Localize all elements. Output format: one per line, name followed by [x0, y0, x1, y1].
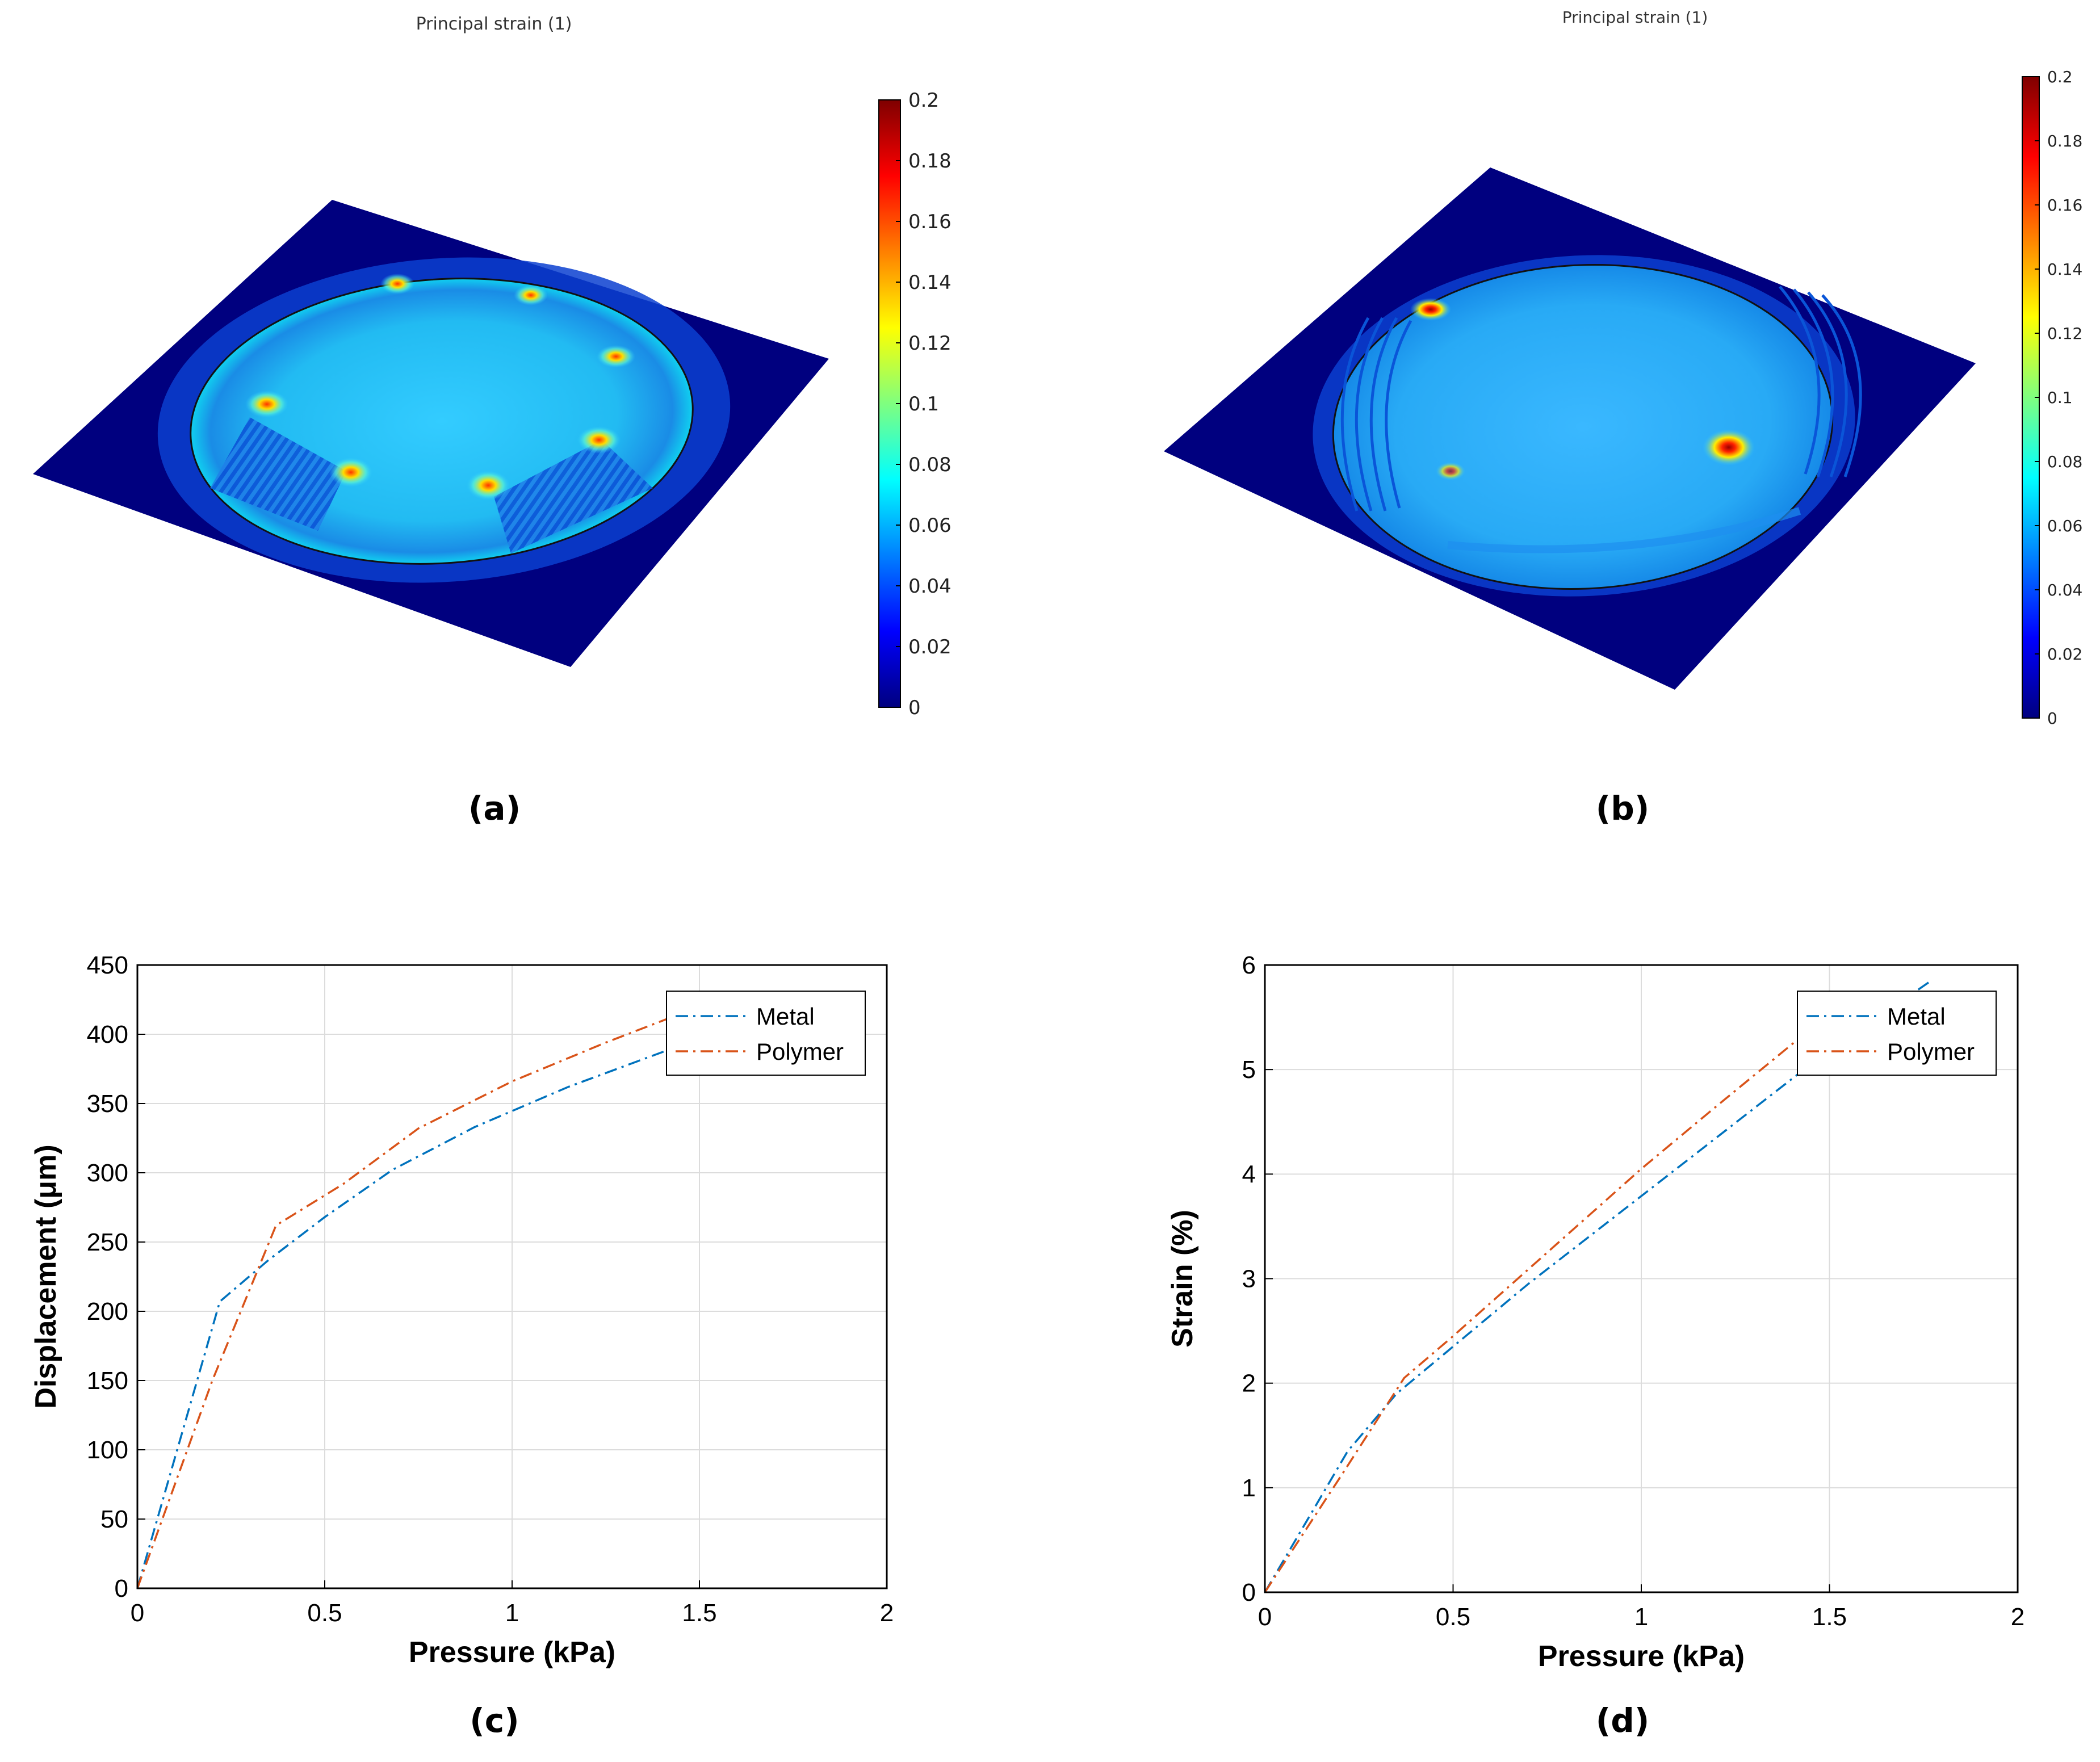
legend-label-polymer: Polymer [756, 1038, 844, 1065]
strain-hotspot-a-2 [329, 458, 372, 487]
colorbar-ticks-a: 0.2 0.18 0.16 0.14 0.12 0.1 0.08 0.06 0.04 0.02 0 [896, 89, 952, 719]
strain-hotspot-b-1 [1410, 298, 1451, 321]
y-tick-label: 300 [87, 1159, 128, 1187]
x-tick-label: 0 [131, 1599, 144, 1627]
panel-c: 0 0.5 1 1.5 2 0 50 100 150 200 250 300 350 400 450 Pres… [0, 908, 988, 1759]
caption-b: (b) [1595, 789, 1650, 828]
wrinkle-zone-a-left [210, 417, 346, 531]
y-tick-label: 2 [1242, 1370, 1256, 1398]
y-tick-label: 200 [87, 1298, 128, 1325]
y-tick-label: 1 [1242, 1474, 1256, 1502]
line-chart-displacement: 0 0.5 1 1.5 2 0 50 100 150 200 250 300 350 400 450 Pres… [30, 951, 894, 1669]
x-tick-label: 1 [1634, 1603, 1648, 1631]
fea-plot-b: Principal strain (1) 0.2 0.18 0.16 0.14 0.12… [1164, 8, 2082, 728]
x-tick-label: 1.5 [1812, 1603, 1847, 1631]
panel-a: Principal strain (1) 0.2 0.18 0.16 0.14 0.12… [0, 0, 988, 829]
lower-band-b [1447, 507, 1801, 553]
panel-b: Principal strain (1) 0.2 0.18 0.16 0.14 0.12… [1130, 0, 2100, 829]
y-tick-label: 50 [100, 1505, 128, 1533]
y-tick-label: 250 [87, 1228, 128, 1256]
fea-title-b: Principal strain (1) [1562, 8, 1708, 27]
series-line-metal [1264, 980, 1932, 1593]
y-tick-label: 5 [1242, 1056, 1256, 1084]
x-axis-label: Pressure (kPa) [1538, 1640, 1745, 1673]
y-axis-label: Strain (%) [1166, 1210, 1199, 1348]
legend-box [1797, 991, 1997, 1076]
y-tick-label: 450 [87, 951, 128, 979]
colorbar-tick-label: 0.12 [908, 332, 952, 355]
colorbar-tick-label: 0.04 [2047, 581, 2082, 599]
series-line-metal [136, 1044, 681, 1589]
colorbar-tick-label: 0.04 [908, 575, 952, 598]
wrinkle-zone-a-right [494, 440, 653, 553]
strain-hotspot-a-3 [467, 471, 510, 500]
x-tick-label: 2 [2011, 1603, 2024, 1631]
colorbar-tick-label: 0.16 [2047, 196, 2082, 215]
legend: Metal Polymer [666, 991, 866, 1076]
colorbar-tick-label: 0.08 [908, 454, 952, 476]
legend-label-polymer: Polymer [1887, 1038, 1975, 1065]
y-tick-label: 350 [87, 1090, 128, 1118]
y-tick-label: 0 [115, 1575, 128, 1602]
colorbar-tick-label: 0.14 [2047, 260, 2082, 279]
y-tick-label: 4 [1242, 1160, 1256, 1188]
colorbar-tick-label: 0.02 [908, 636, 952, 658]
caption-a: (a) [468, 789, 521, 828]
y-tick-label: 100 [87, 1436, 128, 1464]
x-tick-label: 1 [505, 1599, 519, 1627]
strain-hotspot-a-1 [245, 391, 288, 418]
colorbar-tick-label: 0 [908, 697, 921, 719]
strain-hotspot-a-6 [514, 285, 548, 305]
colorbar-tick-label: 0.2 [908, 89, 939, 112]
fea-plot-a: Principal strain (1) 0.2 0.18 0.16 0.14 0.12… [33, 14, 952, 719]
caption-c: (c) [470, 1701, 519, 1740]
x-axis-label: Pressure (kPa) [409, 1636, 615, 1669]
colorbar-ticks-b: 0.2 0.18 0.16 0.14 0.12 0.1 0.08 0.06 0.04 0.02 0 [2035, 68, 2082, 728]
y-tick-label: 400 [87, 1021, 128, 1048]
colorbar-tick-label: 0 [2047, 709, 2057, 728]
line-chart-strain: 0 0.5 1 1.5 2 0 1 2 3 4 5 6 Pressure (kPa) Strain (%)… [1166, 951, 2024, 1673]
series-line-polymer [1264, 1037, 1800, 1593]
colorbar-tick-label: 0.06 [2047, 517, 2082, 535]
colorbar-tick-label: 0.18 [908, 150, 952, 173]
colorbar-tick-label: 0.16 [908, 211, 952, 233]
strain-hotspot-b-3 [1436, 462, 1465, 480]
strain-hotspot-b-2 [1703, 429, 1755, 465]
y-tick-label: 150 [87, 1367, 128, 1395]
colorbar-tick-label: 0.14 [908, 271, 952, 294]
panel-d: 0 0.5 1 1.5 2 0 1 2 3 4 5 6 Pressure (kPa) Strain (%)… [1141, 908, 2100, 1759]
series-line-polymer [136, 1008, 693, 1589]
caption-d: (d) [1595, 1701, 1650, 1740]
legend-box [666, 991, 866, 1076]
colorbar-tick-label: 0.12 [2047, 324, 2082, 343]
fea-title-a: Principal strain (1) [416, 14, 572, 34]
colorbar-tick-label: 0.1 [2047, 388, 2073, 407]
strain-hotspot-a-4 [577, 426, 621, 454]
strain-hotspot-a-7 [380, 274, 414, 294]
colorbar-tick-label: 0.08 [2047, 452, 2082, 471]
wrinkle-arcs-b [1340, 286, 1862, 511]
legend-label-metal: Metal [1887, 1003, 1946, 1030]
colorbar-tick-label: 0.2 [2047, 68, 2073, 86]
colorbar-tick-label: 0.18 [2047, 132, 2082, 150]
colorbar-tick-label: 0.06 [908, 514, 952, 537]
colorbar-tick-label: 0.02 [2047, 645, 2082, 664]
x-tick-label: 0.5 [307, 1599, 342, 1627]
x-tick-label: 0 [1258, 1603, 1272, 1631]
y-tick-label: 3 [1242, 1265, 1256, 1293]
colorbar-tick-label: 0.1 [908, 393, 939, 416]
y-axis-label: Displacement (μm) [30, 1144, 62, 1408]
x-tick-label: 1.5 [682, 1599, 716, 1627]
legend: Metal Polymer [1797, 991, 1997, 1076]
y-tick-label: 0 [1242, 1579, 1256, 1606]
strain-hotspot-a-5 [597, 345, 635, 368]
x-tick-label: 2 [880, 1599, 894, 1627]
x-tick-label: 0.5 [1436, 1603, 1470, 1631]
y-tick-label: 6 [1242, 951, 1256, 979]
legend-label-metal: Metal [756, 1003, 815, 1030]
